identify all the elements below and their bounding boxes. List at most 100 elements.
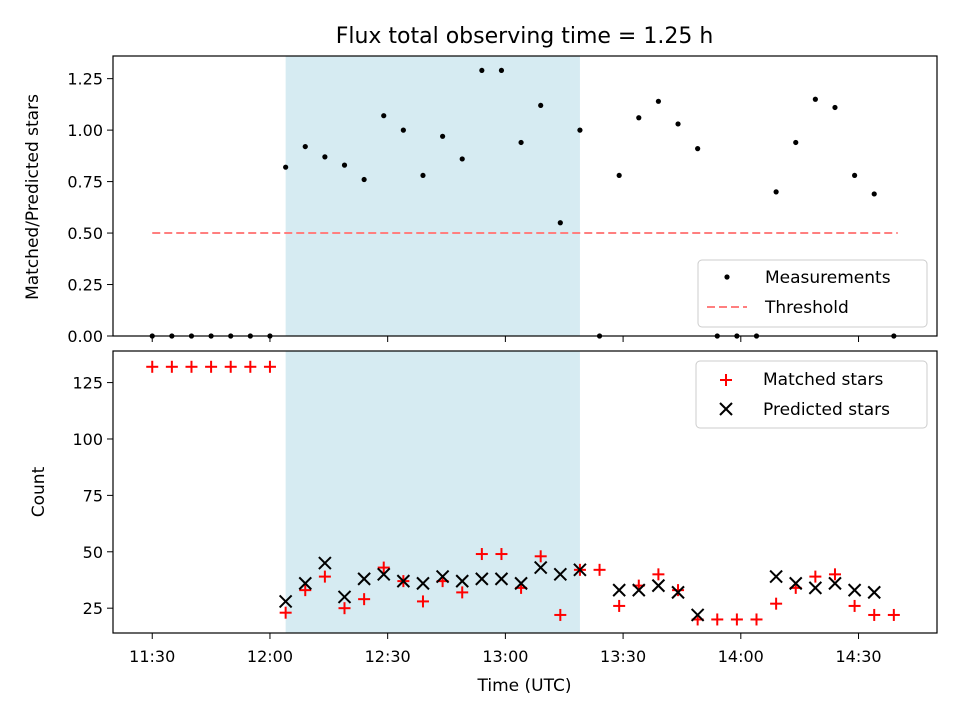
- predicted-star-point-b: [789, 576, 803, 591]
- measurement-point: [655, 98, 662, 104]
- bottom-x-tick-label: 13:00: [482, 647, 528, 666]
- predicted-star-point-b: [533, 560, 548, 575]
- measurement-point: [479, 67, 485, 74]
- predicted-star-point: [494, 572, 509, 586]
- bottom-axes-frame: [112, 350, 938, 634]
- predicted-star-point-b: [278, 594, 293, 609]
- matched-star-point: [730, 613, 743, 626]
- predicted-star-point-b: [494, 572, 509, 586]
- top-legend: Measurements Threshold: [697, 259, 928, 328]
- measurement-point: [302, 143, 308, 150]
- top-observing-window-shade: [285, 56, 580, 336]
- bottom-x-tick-label: 11:30: [129, 647, 175, 666]
- predicted-star-point-b: [847, 583, 862, 597]
- predicted-stars-points-layer: [278, 556, 881, 622]
- matched-star-point: [495, 548, 508, 561]
- measurement-point: [341, 162, 348, 168]
- predicted-star-point-b: [651, 578, 666, 593]
- predicted-star-point-b: [671, 585, 685, 600]
- matched-star-point: [534, 550, 547, 563]
- matched-star-point: [770, 597, 783, 610]
- predicted-star-point: [298, 576, 312, 591]
- bottom-y-tick-label: 75: [83, 486, 103, 505]
- matched-star-point: [456, 586, 469, 599]
- predicted-star-point: [337, 590, 352, 604]
- bottom-x-tick-label: 12:30: [365, 647, 411, 666]
- predicted-star-point: [867, 585, 881, 600]
- measurement-point: [322, 154, 328, 160]
- measurement-point: [675, 121, 681, 127]
- predicted-star-point: [651, 578, 666, 593]
- predicted-star-point: [671, 585, 685, 600]
- predicted-star-point-b: [435, 569, 450, 584]
- measurement-point: [557, 220, 563, 226]
- bottom-x-axis-ticks: 11:30 12:00 12:30 13:00 13:30 14:00 14:30: [129, 633, 882, 666]
- measurement-point: [852, 172, 858, 179]
- predicted-star-point: [847, 583, 862, 597]
- top-y-axis-label: Matched/Predicted stars: [23, 94, 43, 300]
- top-y-axis-ticks: 0.00 0.25 0.50 0.75 1.00 1.25: [67, 70, 113, 346]
- predicted-star-point: [455, 574, 469, 588]
- measurement-point: [812, 96, 818, 102]
- predicted-star-point: [612, 583, 626, 597]
- bottom-y-tick-label: 50: [83, 543, 103, 562]
- predicted-star-point-b: [357, 572, 371, 586]
- top-chart-title: Flux total observing time = 1.25 h: [336, 24, 714, 49]
- predicted-star-point: [514, 576, 528, 591]
- measurement-point: [871, 191, 877, 197]
- predicted-star-point: [769, 569, 783, 584]
- matched-star-point: [613, 599, 626, 612]
- measurement-point: [440, 133, 446, 139]
- predicted-star-point-b: [396, 574, 411, 588]
- predicted-star-point: [318, 556, 332, 570]
- predicted-star-point: [553, 567, 568, 582]
- top-y-tick-label: 1.00: [67, 121, 103, 140]
- matched-star-point: [358, 593, 371, 606]
- bottom-shade-span: [285, 351, 580, 633]
- bottom-x-tick-label: 14:00: [718, 647, 764, 666]
- matched-star-point: [554, 608, 567, 621]
- bottom-x-tick-label: 13:30: [600, 647, 646, 666]
- matched-star-point: [279, 606, 292, 619]
- predicted-star-point: [828, 576, 842, 591]
- top-y-tick-label: 1.25: [67, 70, 103, 89]
- legend-predicted-marker: [719, 402, 733, 416]
- predicted-star-point-b: [553, 567, 568, 582]
- bottom-y-tick-label: 100: [72, 430, 103, 449]
- top-shade-span: [285, 56, 580, 336]
- bottom-x-tick-label: 14:30: [835, 647, 881, 666]
- measurement-point: [636, 115, 642, 121]
- measurement-point: [577, 127, 583, 133]
- predicted-star-point: [573, 563, 587, 577]
- matched-star-point: [165, 360, 178, 373]
- measurement-point: [538, 102, 544, 109]
- predicted-star-point-b: [632, 583, 646, 597]
- measurement-point: [832, 104, 838, 111]
- matched-star-point: [593, 563, 606, 576]
- predicted-star-point-b: [769, 569, 783, 584]
- bottom-x-tick-label: 12:00: [247, 647, 293, 666]
- legend-threshold-label: Threshold: [764, 298, 849, 318]
- matched-star-point: [672, 584, 685, 597]
- matched-star-point: [263, 360, 276, 373]
- matched-star-point: [377, 561, 390, 574]
- predicted-star-point-b: [828, 576, 842, 591]
- measurement-point: [695, 146, 701, 152]
- legend-measurements-label: Measurements: [765, 268, 891, 288]
- measurement-point: [773, 189, 779, 195]
- x-axis-label: Time (UTC): [477, 676, 572, 696]
- predicted-star-point: [278, 594, 293, 609]
- matched-star-point: [711, 613, 724, 626]
- predicted-star-point-b: [514, 576, 528, 591]
- predicted-star-point-b: [377, 567, 391, 582]
- bottom-observing-window-shade: [285, 351, 580, 633]
- matched-star-point: [652, 568, 665, 581]
- predicted-star-point: [533, 560, 548, 575]
- top-legend-box: [697, 259, 928, 328]
- predicted-star-point: [632, 583, 646, 597]
- predicted-star-point-b: [690, 608, 705, 622]
- predicted-star-point: [396, 574, 411, 588]
- top-y-tick-label: 0.25: [67, 276, 103, 295]
- predicted-star-point-b: [298, 576, 312, 591]
